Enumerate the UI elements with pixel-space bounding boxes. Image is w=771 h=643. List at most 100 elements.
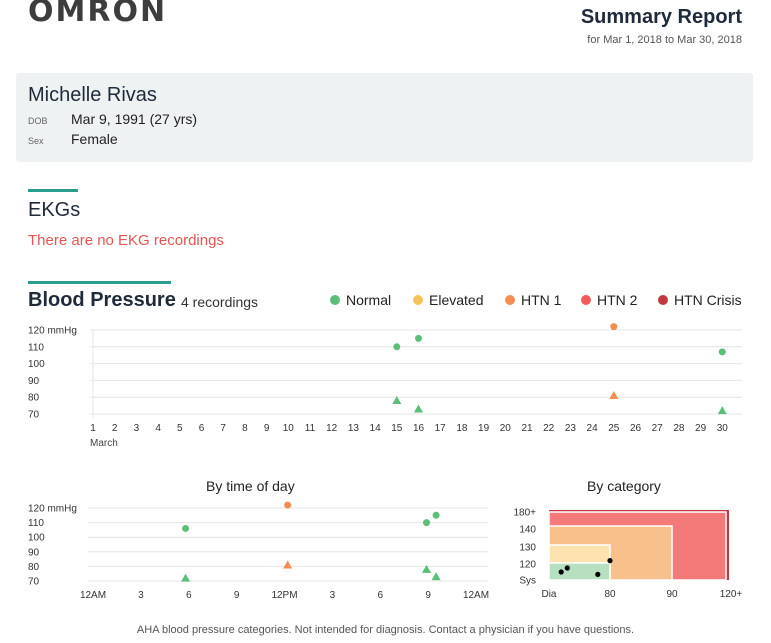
x-axis-label: March <box>90 438 118 449</box>
x-tick-label: 1 <box>90 423 96 434</box>
x-tick-label: 12PM <box>271 590 297 601</box>
elevated-dot-icon <box>413 295 423 305</box>
x-tick-label: 14 <box>370 423 382 434</box>
x-tick-label: 120+ <box>720 589 743 600</box>
legend-label: HTN Crisis <box>674 292 742 308</box>
legend-htn2: HTN 2 <box>581 292 637 308</box>
bp-category-chart: 180+ 140 130 120 Sys Dia 80 90 120+ <box>513 508 743 601</box>
dob-label: DOB <box>28 116 48 126</box>
diastolic-marker <box>283 560 293 569</box>
y-tick-label: 180+ <box>513 508 536 519</box>
patient-name: Michelle Rivas <box>28 84 157 106</box>
report-date-range: for Mar 1, 2018 to Mar 30, 2018 <box>587 34 742 46</box>
y-tick-label: 100 <box>28 533 45 544</box>
x-tick-label: 8 <box>242 423 248 434</box>
time-of-day-title: By time of day <box>206 478 295 494</box>
bp-time-of-day-chart: 120 mmHg 110 100 90 80 70 12AM 3 6 9 12PM 3 6 9 12AM <box>28 501 489 601</box>
systolic-marker <box>432 511 440 519</box>
y-tick-label: 120 mmHg <box>28 326 77 337</box>
x-tick-label: 6 <box>186 590 192 601</box>
x-tick-label: 15 <box>391 423 403 434</box>
normal-dot-icon <box>330 295 340 305</box>
diastolic-marker <box>414 404 423 413</box>
normal-zone <box>548 562 611 581</box>
x-tick-label: 29 <box>695 423 707 434</box>
x-tick-label: 25 <box>608 423 620 434</box>
x-tick-label: 9 <box>425 590 431 601</box>
x-tick-label: 23 <box>565 423 577 434</box>
legend-htn-crisis: HTN Crisis <box>658 292 742 308</box>
x-tick-label: 17 <box>435 423 447 434</box>
x-tick-label: 9 <box>234 590 240 601</box>
diastolic-marker <box>609 391 619 400</box>
y-tick-label: 80 <box>28 393 40 404</box>
systolic-marker <box>610 323 618 331</box>
x-tick-label: 19 <box>478 423 490 434</box>
legend-label: HTN 1 <box>521 292 562 308</box>
x-tick-label: 12 <box>326 423 338 434</box>
y-tick-label: 90 <box>28 376 40 387</box>
x-tick-label: 6 <box>199 423 205 434</box>
y-tick-label: 140 <box>519 525 536 536</box>
x-tick-label: 7 <box>220 423 226 434</box>
x-tick-label: 24 <box>587 423 599 434</box>
htn1-dot-icon <box>505 295 515 305</box>
x-tick-label: 9 <box>264 423 270 434</box>
y-tick-label: 70 <box>28 577 40 588</box>
x-tick-label: 18 <box>456 423 468 434</box>
x-tick-label: 30 <box>717 423 729 434</box>
report-title: Summary Report <box>580 6 742 28</box>
systolic-marker <box>423 519 431 527</box>
sex-value: Female <box>71 131 118 147</box>
ekg-section-bar <box>28 189 78 192</box>
systolic-marker <box>415 334 422 342</box>
legend-label: HTN 2 <box>597 292 638 308</box>
x-tick-label: 26 <box>630 423 642 434</box>
bp-section-bar <box>28 281 171 284</box>
diastolic-marker <box>717 406 727 415</box>
y-tick-label: 80 <box>28 562 40 573</box>
x-tick-label: 28 <box>673 423 685 434</box>
diastolic-marker <box>392 396 402 405</box>
y-tick-label: 130 <box>519 543 536 554</box>
x-tick-label: 80 <box>604 589 616 600</box>
x-tick-label: 3 <box>138 590 144 601</box>
footer-disclaimer: AHA blood pressure categories. Not inten… <box>136 624 635 636</box>
bp-section-title: Blood Pressure <box>28 289 176 311</box>
reading-point <box>564 565 570 571</box>
x-tick-label: 27 <box>652 423 664 434</box>
diastolic-marker <box>422 564 432 573</box>
recording-count: 4 recordings <box>181 294 259 310</box>
dob-value: Mar 9, 1991 (27 yrs) <box>71 111 198 127</box>
x-tick-label: 3 <box>134 423 140 434</box>
x-tick-label: 13 <box>348 423 360 434</box>
x-tick-label: 21 <box>521 423 533 434</box>
legend-normal: Normal <box>330 292 391 308</box>
x-tick-label: 6 <box>377 590 383 601</box>
systolic-marker <box>718 348 726 356</box>
diastolic-marker <box>431 572 441 581</box>
reading-point <box>595 571 601 577</box>
y-tick-label: 70 <box>28 410 40 421</box>
x-tick-label: 12AM <box>80 590 106 601</box>
reading-point <box>607 558 613 564</box>
diastolic-marker <box>181 573 191 582</box>
legend-label: Normal <box>346 292 392 308</box>
y-tick-label: 120 mmHg <box>28 504 77 515</box>
htn2-dot-icon <box>581 295 591 305</box>
reading-point <box>558 569 564 575</box>
x-tick-label: 90 <box>666 589 678 600</box>
htn-crisis-dot-icon <box>658 295 668 305</box>
legend-elevated: Elevated <box>413 292 483 308</box>
omron-logo: OMRON <box>28 0 168 29</box>
legend-label: Elevated <box>429 292 484 308</box>
x-tick-label: 4 <box>155 423 161 434</box>
y-tick-label: 110 <box>28 342 44 353</box>
by-category-title: By category <box>587 478 661 494</box>
y-tick-label: Sys <box>519 576 536 587</box>
y-tick-label: 120 <box>519 560 536 571</box>
x-tick-label: 2 <box>112 423 118 434</box>
systolic-marker <box>393 343 401 351</box>
x-tick-label: Dia <box>541 589 556 600</box>
